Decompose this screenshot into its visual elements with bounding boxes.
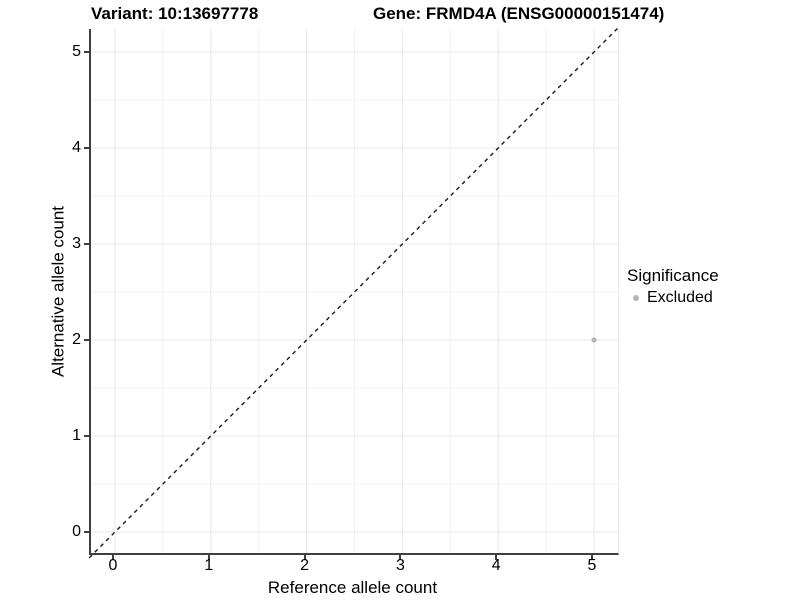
- y-axis-tick: [84, 339, 89, 341]
- x-axis-tick: [112, 555, 114, 560]
- y-axis-tick: [84, 51, 89, 53]
- x-axis-tick: [207, 555, 210, 560]
- y-axis-title: Alternative allele count: [48, 205, 68, 378]
- x-axis-tick: [303, 555, 306, 560]
- x-axis-tick-label: 3: [395, 557, 405, 574]
- legend-items: Excluded: [627, 289, 719, 307]
- y-axis-tick-label: 5: [72, 42, 81, 60]
- legend-title: Significance: [627, 266, 719, 285]
- y-axis-tick-label: 0: [72, 522, 81, 540]
- y-axis-tick: [84, 435, 89, 437]
- x-axis-tick-label: 2: [300, 557, 310, 574]
- y-axis-tick-label: 3: [72, 234, 81, 252]
- x-axis-tick: [495, 555, 498, 560]
- y-axis-tick-label: 2: [72, 330, 81, 348]
- x-axis-title: Reference allele count: [267, 578, 438, 597]
- legend: Significance Excluded: [627, 266, 719, 307]
- identity-line: [88, 25, 621, 559]
- y-axis-tick-label: 1: [72, 426, 81, 444]
- panel-canvas: [88, 25, 621, 559]
- y-axis-tick: [84, 243, 89, 245]
- legend-item: Excluded: [627, 289, 719, 307]
- plot-panel: [88, 25, 621, 559]
- x-axis-tick-label: 5: [587, 557, 597, 574]
- y-axis-tick-label: 4: [72, 138, 81, 156]
- gene-title: Gene: FRMD4A (ENSG00000151474): [373, 4, 665, 23]
- x-axis-tick: [591, 555, 593, 560]
- y-axis-tick: [84, 147, 89, 149]
- variant-title: Variant: 10:13697778: [91, 4, 259, 23]
- x-axis-tick: [399, 555, 402, 560]
- legend-item-label: Excluded: [647, 289, 713, 306]
- legend-dot-icon: [633, 295, 639, 301]
- x-axis-tick-label: 4: [491, 557, 501, 574]
- y-axis-tick: [84, 531, 89, 533]
- x-axis-tick-label: 0: [108, 557, 118, 574]
- x-axis-tick-label: 1: [204, 557, 214, 574]
- data-point: [591, 337, 597, 343]
